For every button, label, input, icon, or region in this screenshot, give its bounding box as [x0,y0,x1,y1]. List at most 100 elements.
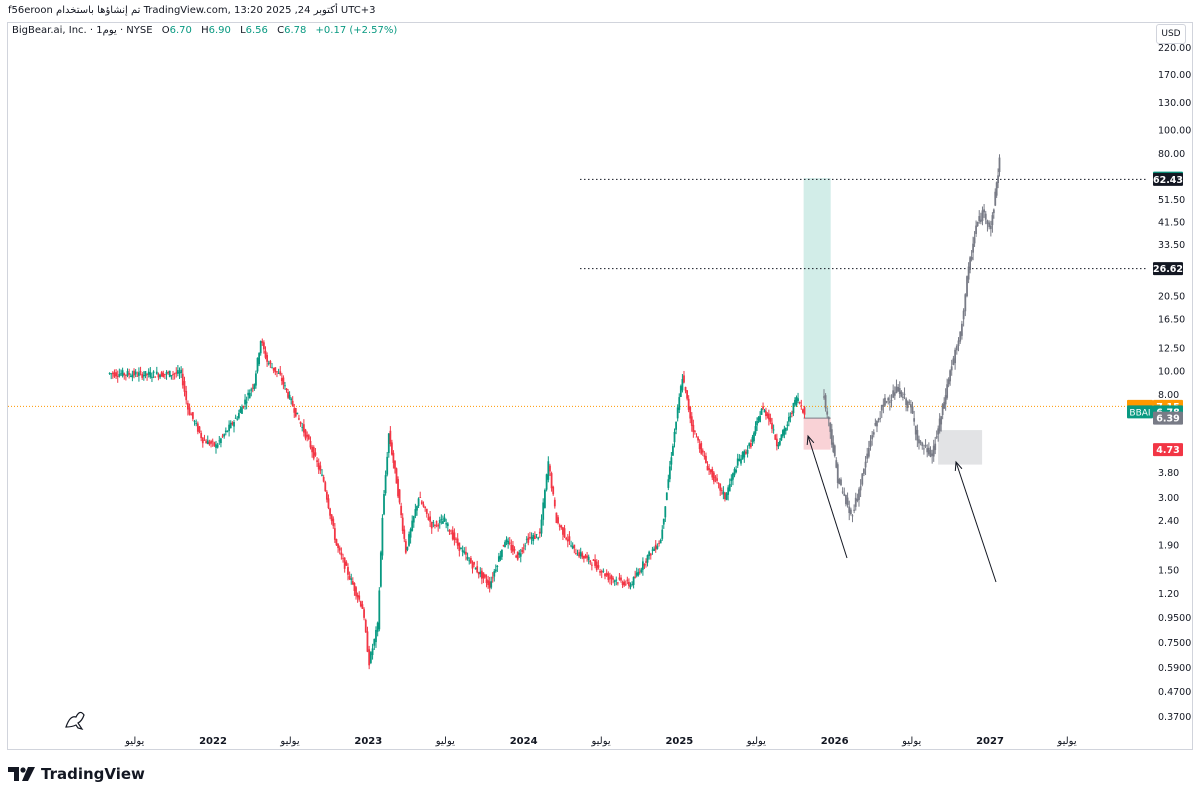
price-candle[interactable] [324,482,327,492]
price-candle[interactable] [427,517,430,520]
price-candle[interactable] [293,408,296,413]
price-candle[interactable] [445,523,448,525]
price-candle[interactable] [390,442,393,455]
projection-candle[interactable] [836,464,839,483]
projection-candle[interactable] [941,404,944,415]
price-candle[interactable] [690,416,693,426]
target-zone[interactable] [803,178,831,419]
price-candle[interactable] [259,341,262,354]
price-candle[interactable] [516,551,519,560]
price-candle[interactable] [215,444,217,448]
projection-candle[interactable] [910,404,912,408]
price-candle[interactable] [456,538,459,546]
price-candle[interactable] [455,538,457,540]
price-candle[interactable] [363,609,365,618]
line-price-label[interactable] [1153,262,1183,276]
price-candle[interactable] [123,373,126,376]
price-candle[interactable] [634,576,637,578]
price-candle[interactable] [557,517,559,524]
projection-candle[interactable] [986,220,989,225]
price-candle[interactable] [272,367,275,371]
price-candle[interactable] [453,532,456,541]
price-candle[interactable] [613,580,616,582]
projection-candle[interactable] [944,395,947,405]
price-candle[interactable] [673,431,676,443]
price-candle[interactable] [425,508,428,514]
projection-candle[interactable] [849,509,852,515]
price-candle[interactable] [247,392,250,396]
price-candle[interactable] [578,552,581,557]
price-candle[interactable] [154,376,157,378]
price-candle[interactable] [288,394,291,399]
price-candle[interactable] [468,560,471,562]
price-candle[interactable] [651,549,654,551]
price-candle[interactable] [355,587,357,596]
price-candle[interactable] [299,421,302,424]
price-candle[interactable] [778,440,781,445]
projection-candle[interactable] [840,479,842,486]
price-candle[interactable] [757,417,760,421]
price-candle[interactable] [632,577,635,585]
price-candle[interactable] [443,517,446,522]
price-candle[interactable] [532,535,535,541]
price-candle[interactable] [191,412,194,419]
price-candle[interactable] [736,458,739,466]
price-candle[interactable] [735,469,738,473]
price-candle[interactable] [124,374,127,376]
price-candle[interactable] [513,548,516,551]
price-candle[interactable] [435,521,438,523]
price-candle[interactable] [375,629,377,643]
projection-candle[interactable] [926,448,929,453]
projection-candle[interactable] [923,448,925,450]
price-candle[interactable] [342,557,344,559]
projection-candle[interactable] [897,386,900,392]
price-candle[interactable] [579,551,582,557]
price-candle[interactable] [512,545,514,552]
price-candle[interactable] [762,406,764,409]
price-candle[interactable] [496,565,499,567]
price-candle[interactable] [312,447,315,459]
price-candle[interactable] [637,571,640,576]
price-candle[interactable] [720,490,723,491]
price-candle[interactable] [787,417,790,422]
price-candle[interactable] [381,517,384,556]
price-candle[interactable] [661,529,664,539]
price-candle[interactable] [149,372,152,378]
projection-candle[interactable] [921,442,924,447]
projection-candle[interactable] [879,418,882,420]
price-candle[interactable] [287,391,289,398]
price-candle[interactable] [162,373,165,377]
price-candle[interactable] [474,567,477,570]
price-candle[interactable] [211,440,214,442]
projection-candle[interactable] [893,392,896,396]
price-candle[interactable] [309,440,312,448]
price-candle[interactable] [555,512,558,523]
price-candle[interactable] [307,435,310,440]
price-candle[interactable] [618,577,621,580]
price-candle[interactable] [751,437,754,442]
price-candle[interactable] [165,372,168,375]
price-candle[interactable] [147,371,150,375]
price-candle[interactable] [620,577,622,581]
price-candle[interactable] [253,384,256,389]
price-candle[interactable] [709,469,712,473]
price-candle[interactable] [801,409,804,413]
projection-candle[interactable] [874,423,877,426]
price-candle[interactable] [245,401,248,404]
price-candle[interactable] [144,371,147,377]
price-candle[interactable] [256,357,259,372]
projection-candle[interactable] [872,432,875,435]
price-candle[interactable] [664,506,667,518]
projection-candle[interactable] [892,390,895,398]
price-candle[interactable] [599,571,601,573]
price-candle[interactable] [610,575,613,580]
price-candle[interactable] [241,407,243,414]
price-candle[interactable] [479,571,482,574]
price-candle[interactable] [366,631,369,652]
price-candle[interactable] [316,460,318,463]
price-candle[interactable] [450,533,453,535]
price-candle[interactable] [261,341,264,343]
price-candle[interactable] [420,501,423,504]
price-candle[interactable] [602,570,605,572]
projection-candle[interactable] [882,404,885,407]
